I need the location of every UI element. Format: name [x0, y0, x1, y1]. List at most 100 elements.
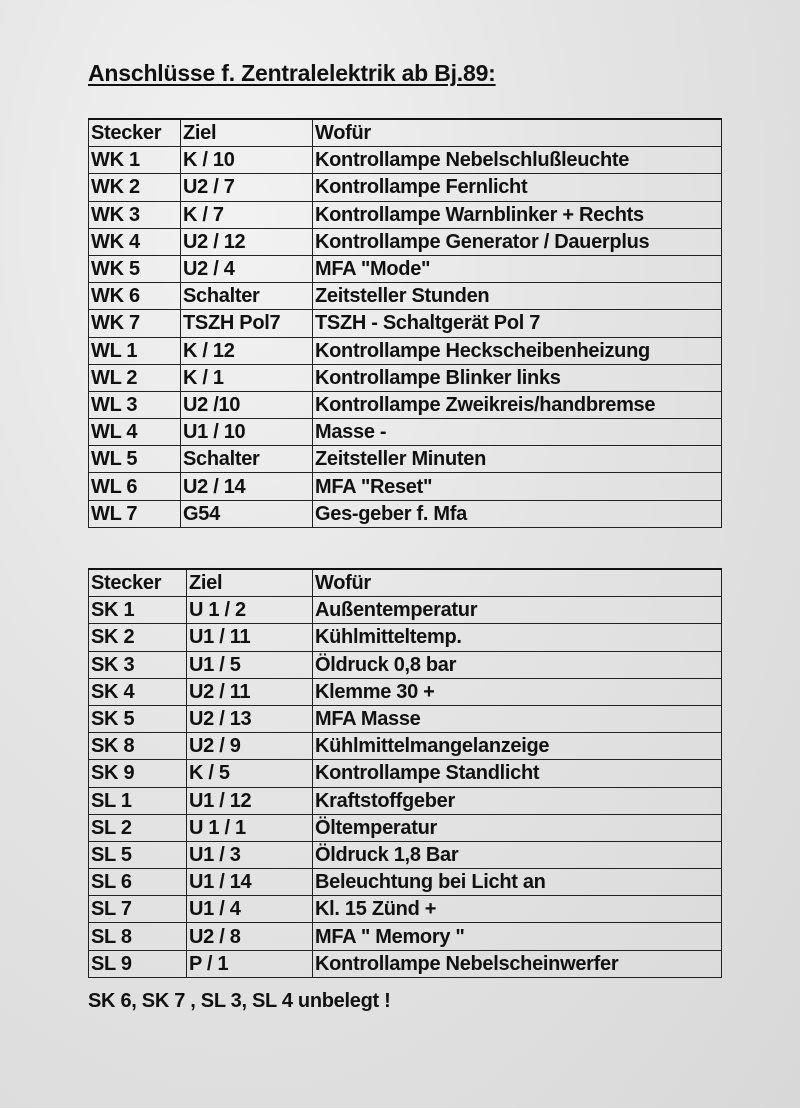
cell-ziel: U1 / 11 — [186, 623, 313, 652]
cell-wofuer: Öldruck 0,8 bar — [312, 650, 722, 679]
header-ziel: Ziel — [180, 118, 313, 148]
cell-wofuer: Masse - — [312, 418, 722, 447]
cell-wofuer: Kühlmittelmangelanzeige — [312, 732, 722, 761]
cell-wofuer: Außentemperatur — [312, 596, 722, 625]
cell-ziel: P / 1 — [186, 949, 313, 978]
cell-ziel: G54 — [180, 499, 313, 528]
cell-wofuer: Klemme 30 + — [312, 677, 722, 706]
cell-wofuer: Zeitsteller Minuten — [312, 445, 722, 474]
cell-stecker: SK 8 — [88, 732, 187, 761]
cell-stecker: WK 2 — [88, 173, 181, 202]
cell-ziel: TSZH Pol7 — [180, 309, 313, 338]
table-row: SL 5 U1 / 3 Öldruck 1,8 Bar — [88, 840, 722, 870]
cell-wofuer: Kühlmitteltemp. — [312, 623, 722, 652]
table-row: WL 5 Schalter Zeitsteller Minuten — [88, 445, 722, 474]
cell-wofuer: Kontrollampe Generator / Dauerplus — [312, 227, 722, 256]
cell-stecker: WL 4 — [88, 418, 181, 447]
cell-stecker: WK 6 — [88, 282, 181, 311]
table-row: SK 8 U2 / 9 Kühlmittelmangelanzeige — [88, 732, 722, 761]
cell-ziel: U2 / 14 — [180, 472, 313, 501]
cell-stecker: SL 1 — [88, 786, 187, 815]
cell-stecker: SK 9 — [88, 759, 187, 788]
cell-ziel: U 1 / 1 — [186, 813, 313, 842]
table-row: WK 4 U2 / 12 Kontrollampe Generator / Daue… — [88, 227, 722, 256]
cell-ziel: U1 / 14 — [186, 868, 313, 897]
table-row: SK 4 U2 / 11 Klemme 30 + — [88, 677, 722, 706]
table-row: SL 1 U1 / 12 Kraftstoffgeber — [88, 786, 722, 815]
cell-ziel: U2 / 4 — [180, 254, 313, 284]
table-row: SK 5 U2 / 13 MFA Masse — [88, 704, 722, 734]
cell-wofuer: Kontrollampe Blinker links — [312, 363, 722, 392]
table-row: WL 7 G54 Ges-geber f. Mfa — [88, 499, 722, 528]
cell-stecker: SK 4 — [88, 677, 187, 706]
cell-stecker: SL 5 — [88, 840, 187, 870]
table-row: WK 2 U2 / 7 Kontrollampe Fernlicht — [88, 173, 722, 202]
cell-wofuer: MFA "Mode" — [312, 254, 722, 284]
cell-ziel: U2 /10 — [180, 390, 313, 420]
cell-ziel: U1 / 5 — [186, 650, 313, 679]
cell-wofuer: Ges-geber f. Mfa — [312, 499, 722, 528]
table-row: WK 6 Schalter Zeitsteller Stunden — [88, 282, 722, 311]
cell-ziel: U2 / 13 — [186, 704, 313, 734]
cell-wofuer: MFA Masse — [312, 704, 722, 734]
table-row: SL 8 U2 / 8 MFA " Memory " — [88, 922, 722, 951]
cell-stecker: SK 5 — [88, 704, 187, 734]
table-row: SK 3 U1 / 5 Öldruck 0,8 bar — [88, 650, 722, 679]
table-row: WK 5 U2 / 4 MFA "Mode" — [88, 254, 722, 284]
cell-ziel: U1 / 12 — [186, 786, 313, 815]
cell-ziel: K / 12 — [180, 336, 313, 365]
cell-wofuer: TSZH - Schaltgerät Pol 7 — [312, 309, 722, 338]
cell-stecker: WL 6 — [88, 472, 181, 501]
cell-ziel: K / 7 — [180, 200, 313, 229]
cell-ziel: U2 / 11 — [186, 677, 313, 706]
cell-ziel: U 1 / 2 — [186, 596, 313, 625]
cell-ziel: U1 / 10 — [180, 418, 313, 447]
cell-wofuer: Zeitsteller Stunden — [312, 282, 722, 311]
cell-stecker: SK 2 — [88, 623, 187, 652]
table-row: SL 6 U1 / 14 Beleuchtung bei Licht an — [88, 868, 722, 897]
cell-stecker: WL 7 — [88, 499, 181, 528]
cell-ziel: U2 / 12 — [180, 227, 313, 256]
cell-ziel: K / 10 — [180, 146, 313, 175]
unassigned-note: SK 6, SK 7 , SL 3, SL 4 unbelegt ! — [88, 990, 391, 1012]
table-row: WL 6 U2 / 14 MFA "Reset" — [88, 472, 722, 501]
cell-wofuer: Öldruck 1,8 Bar — [312, 840, 722, 870]
header-stecker: Stecker — [88, 118, 181, 148]
cell-stecker: WK 1 — [88, 146, 181, 175]
cell-stecker: SK 3 — [88, 650, 187, 679]
cell-wofuer: Kontrollampe Heckscheibenheizung — [312, 336, 722, 365]
cell-stecker: WL 1 — [88, 336, 181, 365]
cell-stecker: SK 1 — [88, 596, 187, 625]
cell-stecker: WK 7 — [88, 309, 181, 338]
cell-wofuer: Kontrollampe Nebelschlußleuchte — [312, 146, 722, 175]
document-title: Anschlüsse f. Zentralelektrik ab Bj.89: — [88, 60, 496, 86]
cell-wofuer: Kl. 15 Zünd + — [312, 895, 722, 924]
cell-stecker: WK 5 — [88, 254, 181, 284]
cell-stecker: WK 3 — [88, 200, 181, 229]
header-stecker: Stecker — [88, 568, 187, 598]
table-header-row: Stecker Ziel Wofür — [88, 118, 722, 148]
cell-stecker: SL 9 — [88, 949, 187, 978]
header-wofuer: Wofür — [312, 568, 722, 598]
header-wofuer: Wofür — [312, 118, 722, 148]
cell-wofuer: Kontrollampe Fernlicht — [312, 173, 722, 202]
cell-wofuer: MFA " Memory " — [312, 922, 722, 951]
cell-wofuer: MFA "Reset" — [312, 472, 722, 501]
cell-ziel: U1 / 4 — [186, 895, 313, 924]
cell-ziel: U2 / 7 — [180, 173, 313, 202]
table-row: WK 7 TSZH Pol7 TSZH - Schaltgerät Pol 7 — [88, 309, 722, 338]
cell-wofuer: Öltemperatur — [312, 813, 722, 842]
cell-ziel: U2 / 8 — [186, 922, 313, 951]
cell-stecker: WL 3 — [88, 390, 181, 420]
cell-stecker: WL 2 — [88, 363, 181, 392]
cell-wofuer: Kontrollampe Nebelscheinwerfer — [312, 949, 722, 978]
cell-stecker: SL 8 — [88, 922, 187, 951]
cell-stecker: SL 6 — [88, 868, 187, 897]
cell-wofuer: Beleuchtung bei Licht an — [312, 868, 722, 897]
